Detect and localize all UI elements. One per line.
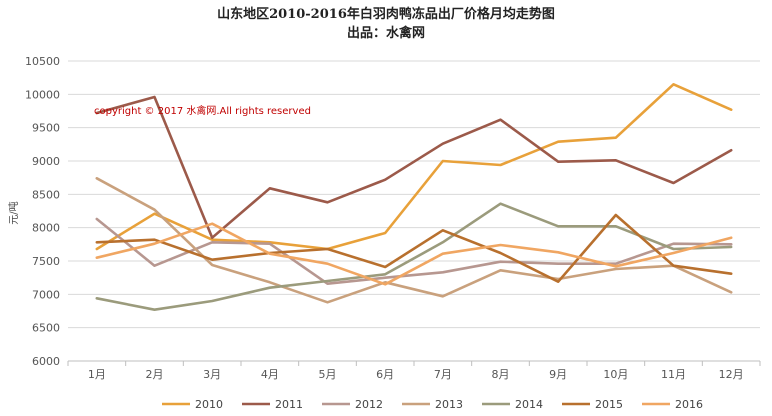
copyright-watermark: copyright © 2017 水禽网.All rights reserved: [94, 104, 311, 117]
y-axis-ticks: 6000 6500 7000 7500 8000 8500 9000 9500 10000 105…: [25, 55, 60, 368]
x-tick-label: 9月: [549, 368, 567, 381]
y-tick-label: 10000: [25, 88, 60, 101]
y-tick-label: 7500: [32, 255, 60, 268]
y-tick-label: 9000: [32, 155, 60, 168]
legend-label: 2010: [195, 398, 223, 411]
x-tick-label: 1月: [88, 368, 106, 381]
x-tick-label: 11月: [661, 368, 686, 381]
legend-label: 2014: [515, 398, 543, 411]
legend: 2010 2011 2012 2013 2014 2015 2016: [162, 398, 703, 411]
grid: [68, 60, 760, 362]
y-tick-label: 6000: [32, 355, 60, 368]
series-line-2012: [95, 217, 733, 286]
series-line-2015: [95, 213, 733, 284]
x-tick-label: 7月: [434, 368, 452, 381]
x-tick-label: 2月: [146, 368, 164, 381]
x-tick-label: 12月: [719, 368, 744, 381]
series-line-2014: [95, 202, 733, 312]
series-line-2010: [95, 83, 733, 251]
y-tick-label: 8500: [32, 188, 60, 201]
x-tick-label: 4月: [261, 368, 279, 381]
legend-label: 2012: [355, 398, 383, 411]
x-tick-label: 10月: [603, 368, 628, 381]
y-tick-label: 7000: [32, 288, 60, 301]
chart-title: 山东地区2010-2016年白羽肉鸭冻品出厂价格月均走势图: [217, 6, 555, 22]
series-line-2016: [95, 222, 733, 286]
chart-subtitle: 出品：水禽网: [347, 25, 425, 41]
y-tick-label: 6500: [32, 322, 60, 335]
y-axis-label: 元/吨: [7, 201, 20, 224]
series-line-2011: [95, 95, 733, 239]
x-tick-label: 6月: [376, 368, 394, 381]
x-tick-label: 3月: [203, 368, 221, 381]
series-lines: [95, 83, 733, 312]
x-tick-label: 5月: [319, 368, 337, 381]
legend-label: 2015: [595, 398, 623, 411]
legend-label: 2011: [275, 398, 303, 411]
y-tick-label: 9500: [32, 122, 60, 135]
x-tick-label: 8月: [492, 368, 510, 381]
legend-label: 2013: [435, 398, 463, 411]
legend-label: 2016: [675, 398, 703, 411]
y-tick-label: 8000: [32, 222, 60, 235]
x-axis-ticks: 1月 2月 3月 4月 5月 6月 7月 8月 9月 10月 11月 12月: [67, 361, 761, 381]
y-tick-label: 10500: [25, 55, 60, 68]
